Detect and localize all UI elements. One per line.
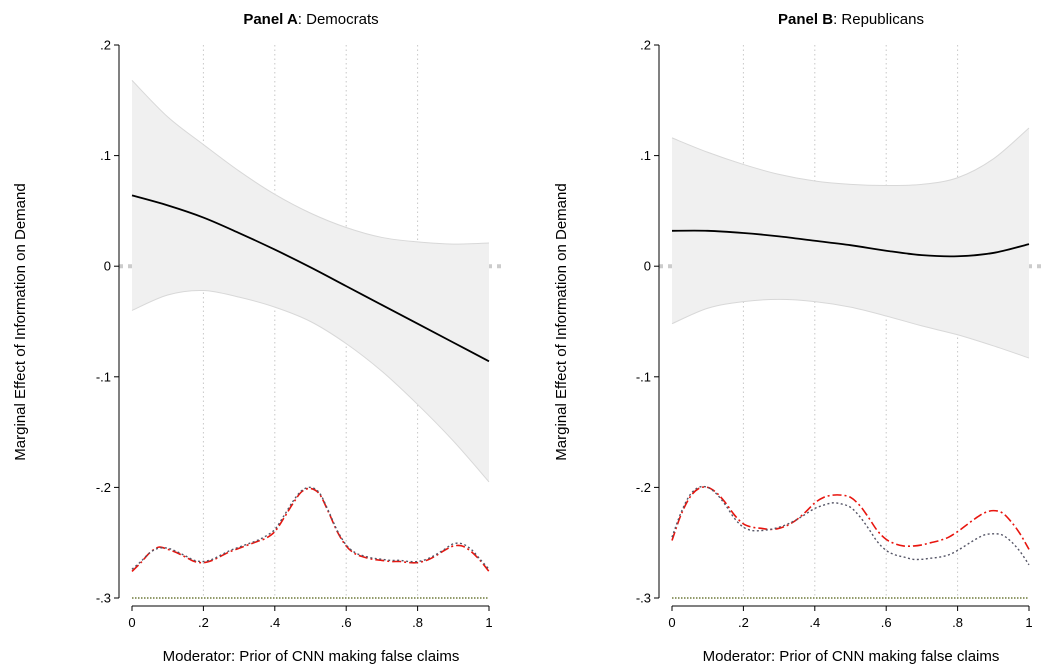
panel-a-x-tick-label: .6 <box>341 615 352 630</box>
panel-a-estimate-line <box>131 194 490 363</box>
panel-b-density-curve-1 <box>671 486 1030 550</box>
panel-b: Panel B: Republicans Marginal Effect of … <box>553 11 1043 665</box>
panel-b-y-tick-label: -.3 <box>636 591 651 606</box>
panel-b-x-axis-label: Moderator: Prior of CNN making false cla… <box>703 648 1000 665</box>
panel-b-y-axis-label: Marginal Effect of Information on Demand <box>553 183 570 460</box>
panel-b-ci-upper-line <box>671 127 1030 186</box>
panel-b-confidence-band <box>672 127 1029 358</box>
panel-b-title: Panel B: Republicans <box>778 11 924 28</box>
panel-a-density-curve-1 <box>131 487 490 573</box>
panel-a-y-tick-label: -.3 <box>96 591 111 606</box>
panel-a-y-tick-label: .1 <box>100 148 111 163</box>
panel-a-density-curve-2 <box>131 486 490 570</box>
panel-b-x-tick-label: 0 <box>668 615 675 630</box>
panel-a-y-axis-label: Marginal Effect of Information on Demand <box>12 183 29 460</box>
panel-a-confidence-band <box>132 80 489 482</box>
panel-a-x-tick-label: 0 <box>128 615 135 630</box>
panel-a-x-tick-label: 1 <box>485 615 492 630</box>
panel-b-ci-lower-line <box>671 298 1030 359</box>
panel-a-x-tick-label: .8 <box>412 615 423 630</box>
panel-b-x-tick-label: .8 <box>952 615 963 630</box>
panel-a-x-axis-label: Moderator: Prior of CNN making false cla… <box>163 648 460 665</box>
panel-a-y-tick-label: -.2 <box>96 480 111 495</box>
panel-a-y-tick-label: .2 <box>100 38 111 53</box>
panel-a-x-tick-label: .2 <box>198 615 209 630</box>
panel-a: Panel A: Democrats Marginal Effect of In… <box>12 11 503 665</box>
panel-a-x-tick-label: .4 <box>269 615 280 630</box>
panel-a-plot-area: -.3 -.2 -.1 0 .1 .2 0 .2 .4 .6 .8 1 <box>96 38 503 630</box>
panel-b-y-tick-label: -.1 <box>636 369 651 384</box>
panel-b-x-tick-label: 1 <box>1025 615 1032 630</box>
panel-b-x-tick-label: .6 <box>881 615 892 630</box>
panel-b-density-curve-2 <box>671 485 1030 566</box>
panel-b-y-tick-label: .2 <box>640 38 651 53</box>
panel-a-y-tick-label: -.1 <box>96 369 111 384</box>
panel-b-estimate-line <box>671 229 1030 258</box>
panel-a-ci-lower-line <box>131 289 490 483</box>
panel-b-x-tick-label: .4 <box>809 615 820 630</box>
panel-a-ci-upper-line <box>131 80 490 245</box>
panel-b-y-tick-label: 0 <box>644 259 651 274</box>
panel-b-y-tick-label: -.2 <box>636 480 651 495</box>
panel-b-x-tick-label: .2 <box>738 615 749 630</box>
panel-b-plot-area: -.3 -.2 -.1 0 .1 .2 0 .2 .4 .6 .8 1 <box>636 38 1043 630</box>
panel-a-title: Panel A: Democrats <box>243 11 378 28</box>
panel-b-y-tick-label: .1 <box>640 148 651 163</box>
panel-a-y-tick-label: 0 <box>104 259 111 274</box>
